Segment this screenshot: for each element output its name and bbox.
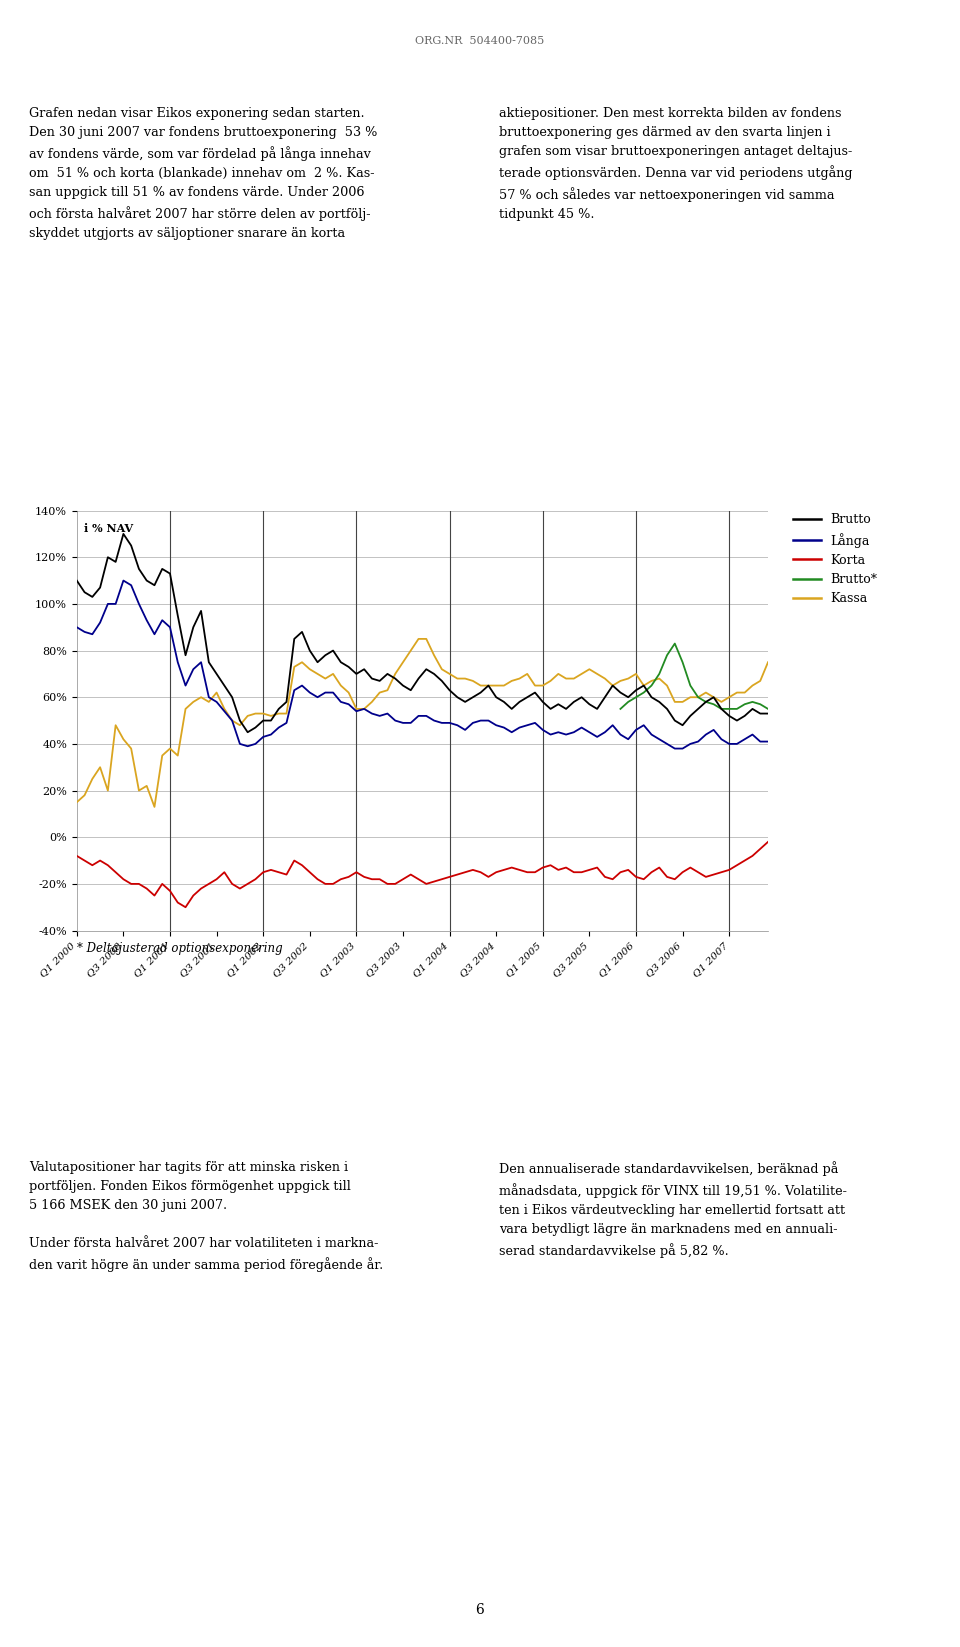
Text: Den annualiserade standardavvikelsen, beräknad på
månadsdata, uppgick för VINX t: Den annualiserade standardavvikelsen, be… (499, 1161, 847, 1258)
Text: Grafen nedan visar Eikos exponering sedan starten.
Den 30 juni 2007 var fondens : Grafen nedan visar Eikos exponering seda… (29, 107, 377, 240)
Text: i % NAV: i % NAV (84, 524, 132, 534)
Legend: Brutto, Långa, Korta, Brutto*, Kassa: Brutto, Långa, Korta, Brutto*, Kassa (788, 509, 882, 611)
Text: ORG.NR  504400-7085: ORG.NR 504400-7085 (416, 36, 544, 46)
Text: Valutapositioner har tagits för att minska risken i
portföljen. Fonden Eikos för: Valutapositioner har tagits för att mins… (29, 1161, 383, 1271)
Text: 6: 6 (475, 1603, 485, 1617)
Text: aktiepositioner. Den mest korrekta bilden av fondens
bruttoexponering ges därmed: aktiepositioner. Den mest korrekta bilde… (499, 107, 852, 221)
Text: * Deltajusterad optionsexponering: * Deltajusterad optionsexponering (77, 942, 282, 955)
